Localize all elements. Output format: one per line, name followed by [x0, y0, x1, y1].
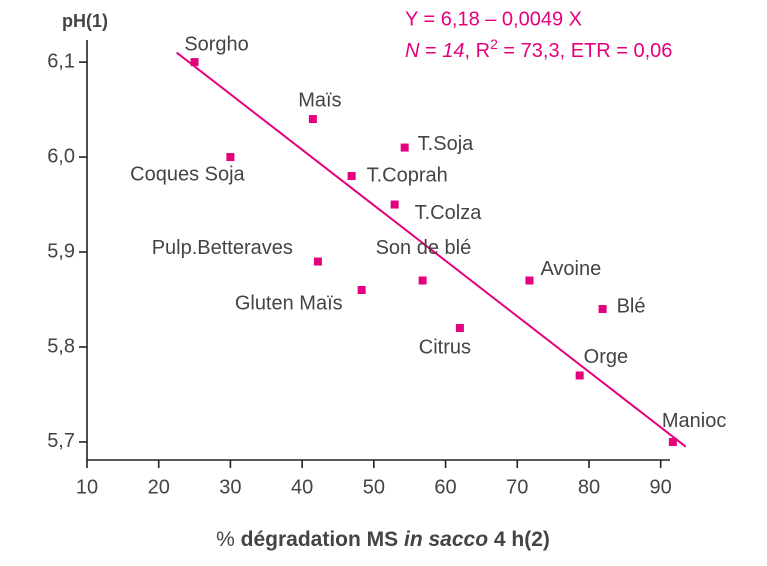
- point: [598, 305, 607, 314]
- point: [455, 323, 464, 332]
- x-tick-label: 70: [506, 476, 528, 498]
- point: [418, 276, 427, 285]
- point-label: Orge: [584, 346, 628, 368]
- x-title-part: dégradation MS: [235, 528, 404, 551]
- x-tick-label: 80: [578, 476, 600, 498]
- point: [308, 115, 317, 124]
- eq-part: N: [405, 40, 420, 62]
- point-label: T.Soja: [418, 133, 474, 155]
- point: [525, 276, 534, 285]
- x-title-part: 4 h(2): [488, 528, 550, 551]
- eq-part: 2: [490, 36, 498, 52]
- x-tick-label: 90: [650, 476, 672, 498]
- point: [400, 143, 409, 152]
- point: [190, 58, 199, 67]
- point: [390, 200, 399, 209]
- point-label: T.Coprah: [367, 164, 448, 186]
- trend-line: [176, 51, 687, 448]
- y-tick-label: 5,9: [47, 240, 75, 262]
- point: [347, 172, 356, 181]
- point-label: Gluten Maïs: [235, 292, 343, 314]
- x-tick-label: 50: [363, 476, 385, 498]
- point: [357, 286, 366, 295]
- point-label: T.Colza: [415, 202, 483, 224]
- point-label: Pulp.Betteraves: [152, 237, 293, 259]
- x-title-part: %: [216, 528, 235, 551]
- x-title-part: in sacco: [404, 528, 488, 551]
- equation-line-2: N = 14, R2 = 73,3, ETR = 0,06: [405, 36, 672, 63]
- x-axis-title: % dégradation MS in sacco 4 h(2): [216, 528, 550, 551]
- x-tick-label: 30: [219, 476, 241, 498]
- eq-part: , R: [465, 40, 491, 62]
- point: [226, 153, 235, 162]
- eq-part: =: [419, 40, 442, 62]
- equation-line-1: Y = 6,18 – 0,0049 X: [405, 8, 582, 30]
- point: [313, 257, 322, 266]
- y-tick-label: 6,1: [47, 50, 75, 72]
- point-label: Manioc: [662, 410, 726, 432]
- x-tick-label: 60: [434, 476, 456, 498]
- point-label: Son de blé: [376, 237, 472, 259]
- point-label: Citrus: [419, 336, 471, 358]
- point: [668, 437, 677, 446]
- x-tick-label: 20: [148, 476, 170, 498]
- x-tick-label: 40: [291, 476, 313, 498]
- point-label: Avoine: [540, 258, 601, 280]
- y-axis-title: pH(1): [62, 11, 108, 31]
- point-label: Sorgho: [184, 33, 249, 55]
- eq-part: 14: [442, 40, 464, 62]
- point-label: Blé: [617, 295, 646, 317]
- x-tick-label: 10: [76, 476, 98, 498]
- eq-part: = 73,3, ETR = 0,06: [498, 40, 673, 62]
- point: [575, 371, 584, 380]
- y-tick-label: 5,8: [47, 335, 75, 357]
- point-label: Coques Soja: [130, 163, 245, 185]
- point-label: Maïs: [298, 89, 341, 111]
- y-tick-label: 5,7: [47, 430, 75, 452]
- y-tick-label: 6,0: [47, 145, 75, 167]
